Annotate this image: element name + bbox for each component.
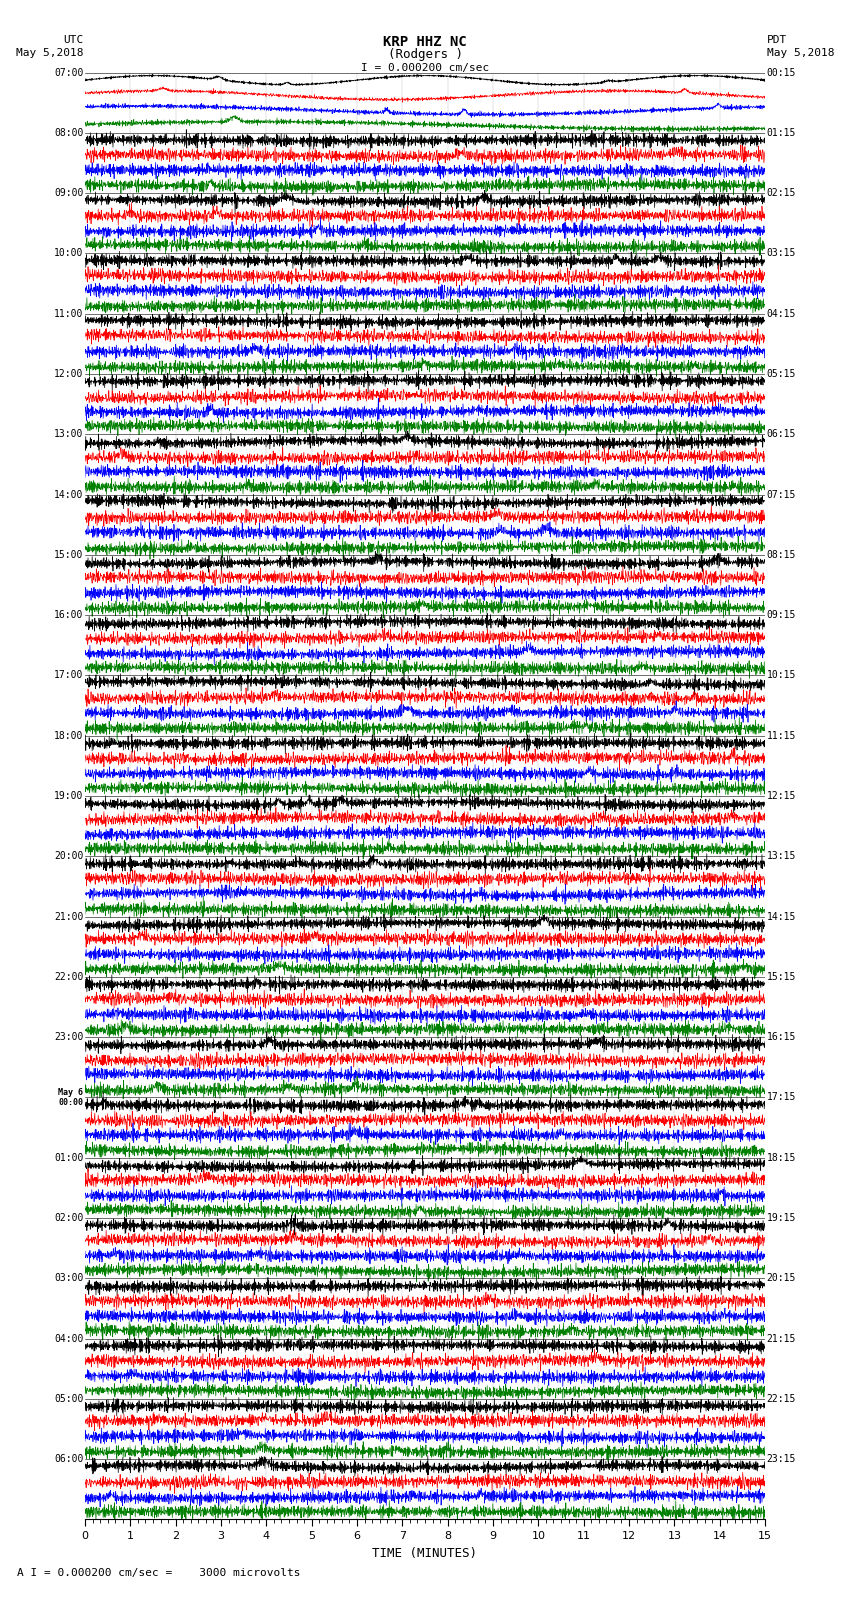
- Text: 11:00: 11:00: [54, 308, 83, 319]
- Text: 08:00: 08:00: [54, 127, 83, 137]
- Text: 09:15: 09:15: [767, 610, 796, 619]
- Text: 17:00: 17:00: [54, 671, 83, 681]
- Text: 13:15: 13:15: [767, 852, 796, 861]
- Text: May 5,2018: May 5,2018: [767, 48, 834, 58]
- Text: 22:15: 22:15: [767, 1394, 796, 1403]
- Text: 16:15: 16:15: [767, 1032, 796, 1042]
- Text: 23:15: 23:15: [767, 1455, 796, 1465]
- Text: 04:00: 04:00: [54, 1334, 83, 1344]
- Text: May 6
00:00: May 6 00:00: [59, 1087, 83, 1107]
- Text: 03:00: 03:00: [54, 1273, 83, 1284]
- Text: KRP HHZ NC: KRP HHZ NC: [383, 35, 467, 50]
- Text: 08:15: 08:15: [767, 550, 796, 560]
- X-axis label: TIME (MINUTES): TIME (MINUTES): [372, 1547, 478, 1560]
- Text: 05:15: 05:15: [767, 369, 796, 379]
- Text: 19:00: 19:00: [54, 790, 83, 802]
- Text: 20:00: 20:00: [54, 852, 83, 861]
- Text: 00:15: 00:15: [767, 68, 796, 77]
- Text: 02:15: 02:15: [767, 189, 796, 198]
- Text: 09:00: 09:00: [54, 189, 83, 198]
- Text: 21:00: 21:00: [54, 911, 83, 921]
- Text: 01:15: 01:15: [767, 127, 796, 137]
- Text: 16:00: 16:00: [54, 610, 83, 619]
- Text: 20:15: 20:15: [767, 1273, 796, 1284]
- Text: May 5,2018: May 5,2018: [16, 48, 83, 58]
- Text: 12:00: 12:00: [54, 369, 83, 379]
- Text: 15:15: 15:15: [767, 973, 796, 982]
- Text: 17:15: 17:15: [767, 1092, 796, 1102]
- Text: 07:15: 07:15: [767, 490, 796, 500]
- Text: 18:15: 18:15: [767, 1153, 796, 1163]
- Text: UTC: UTC: [63, 35, 83, 45]
- Text: 01:00: 01:00: [54, 1153, 83, 1163]
- Text: PDT: PDT: [767, 35, 787, 45]
- Text: 21:15: 21:15: [767, 1334, 796, 1344]
- Text: 05:00: 05:00: [54, 1394, 83, 1403]
- Text: 14:00: 14:00: [54, 490, 83, 500]
- Text: 22:00: 22:00: [54, 973, 83, 982]
- Text: 19:15: 19:15: [767, 1213, 796, 1223]
- Text: 03:15: 03:15: [767, 248, 796, 258]
- Text: 04:15: 04:15: [767, 308, 796, 319]
- Text: 10:15: 10:15: [767, 671, 796, 681]
- Text: 02:00: 02:00: [54, 1213, 83, 1223]
- Text: 12:15: 12:15: [767, 790, 796, 802]
- Text: 14:15: 14:15: [767, 911, 796, 921]
- Text: 13:00: 13:00: [54, 429, 83, 439]
- Text: 11:15: 11:15: [767, 731, 796, 740]
- Text: 06:00: 06:00: [54, 1455, 83, 1465]
- Text: 18:00: 18:00: [54, 731, 83, 740]
- Text: A I = 0.000200 cm/sec =    3000 microvolts: A I = 0.000200 cm/sec = 3000 microvolts: [17, 1568, 301, 1578]
- Text: 10:00: 10:00: [54, 248, 83, 258]
- Text: 06:15: 06:15: [767, 429, 796, 439]
- Text: (Rodgers ): (Rodgers ): [388, 48, 462, 61]
- Text: 23:00: 23:00: [54, 1032, 83, 1042]
- Text: 07:00: 07:00: [54, 68, 83, 77]
- Text: I = 0.000200 cm/sec: I = 0.000200 cm/sec: [361, 63, 489, 73]
- Text: 15:00: 15:00: [54, 550, 83, 560]
